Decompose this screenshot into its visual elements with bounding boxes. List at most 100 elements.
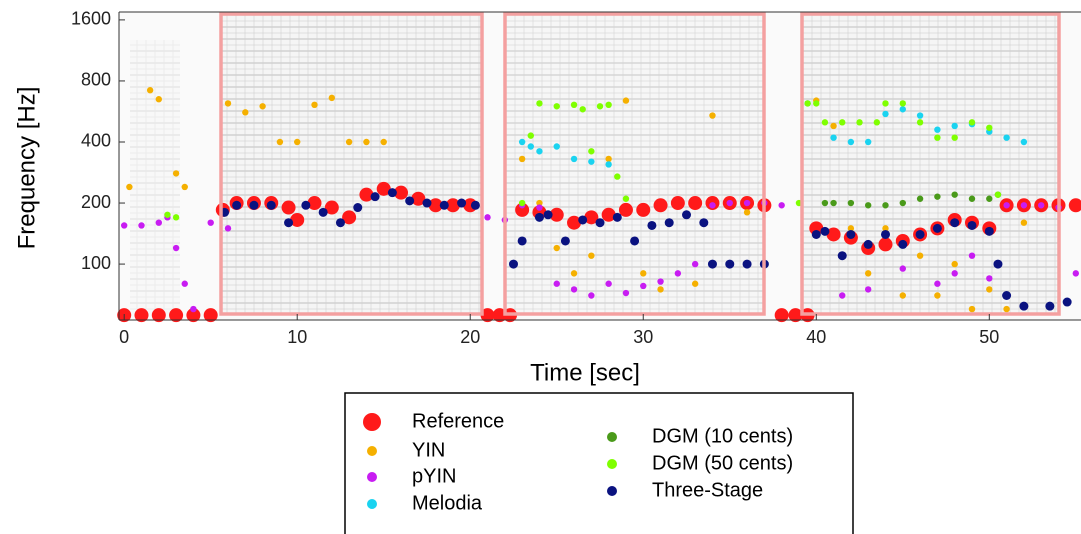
data-point (186, 308, 201, 323)
data-point (951, 122, 958, 130)
data-point (284, 218, 294, 228)
data-point (1020, 219, 1028, 226)
data-point (934, 126, 941, 133)
data-point (821, 199, 829, 207)
data-point (899, 292, 906, 299)
data-point (422, 198, 432, 208)
data-point (570, 286, 578, 293)
x-axis-title: Time [sec] (530, 359, 640, 386)
data-point (630, 236, 640, 246)
data-point (934, 292, 941, 299)
spectrogram-texture (130, 40, 180, 314)
data-point (536, 148, 543, 155)
data-point (699, 218, 709, 228)
data-point (1002, 290, 1012, 300)
data-point (484, 214, 491, 221)
data-point (480, 308, 495, 323)
data-point (618, 202, 633, 217)
legend-marker (607, 486, 617, 496)
data-point (916, 195, 924, 202)
data-point (670, 196, 685, 211)
data-point (864, 202, 872, 209)
data-point (405, 196, 415, 206)
data-point (518, 155, 526, 163)
data-point (1003, 134, 1010, 141)
data-point (579, 106, 586, 113)
data-point (847, 225, 855, 232)
data-point (986, 124, 993, 131)
data-point (536, 204, 543, 211)
data-point (126, 183, 133, 191)
spectrogram-texture (221, 14, 482, 314)
data-point (986, 275, 993, 282)
data-point (640, 282, 647, 290)
data-point (774, 308, 789, 323)
data-point (899, 199, 906, 207)
data-point (847, 199, 855, 207)
data-point (169, 308, 184, 323)
legend-marker (367, 499, 377, 509)
data-point (743, 199, 751, 207)
data-point (146, 87, 154, 94)
data-point (882, 202, 889, 209)
x-tick-label: 30 (633, 327, 653, 347)
data-point (1019, 301, 1029, 311)
data-point (934, 193, 941, 200)
data-point (584, 210, 599, 225)
data-point (470, 200, 480, 210)
data-point (120, 222, 128, 229)
data-point (151, 308, 166, 323)
data-point (622, 97, 630, 104)
data-point (335, 218, 345, 228)
legend-marker (367, 446, 377, 456)
data-point (605, 101, 612, 109)
data-point (1003, 202, 1010, 209)
data-point (709, 202, 716, 209)
data-point (353, 203, 363, 213)
data-point (837, 251, 847, 261)
data-point (553, 143, 560, 150)
data-point (691, 280, 699, 287)
data-point (370, 192, 380, 202)
data-point (266, 200, 276, 210)
data-point (527, 132, 534, 139)
highlight-boxes (219, 12, 1061, 316)
data-point (657, 278, 664, 285)
data-point (968, 305, 976, 313)
data-point (601, 207, 616, 222)
data-point (605, 280, 612, 287)
legend-marker (607, 432, 617, 442)
data-point (839, 292, 846, 299)
data-point (328, 94, 336, 102)
data-point (324, 200, 339, 215)
data-point (830, 134, 837, 141)
data-point (951, 134, 958, 141)
data-point (664, 218, 674, 228)
data-point (864, 286, 872, 293)
data-point (820, 226, 830, 236)
data-point (811, 229, 821, 239)
data-point (428, 198, 443, 213)
data-point (778, 202, 785, 209)
legend-label: DGM (50 cents) (652, 452, 793, 474)
data-point (536, 199, 543, 207)
data-point (518, 138, 526, 146)
legend-label: Reference (412, 410, 504, 432)
data-point (726, 199, 733, 207)
data-point (190, 305, 197, 313)
data-point (839, 119, 846, 126)
data-point (788, 308, 803, 323)
data-point (709, 112, 716, 119)
data-point (864, 138, 872, 146)
data-point (342, 210, 357, 225)
legend-entries: Reference YIN pYIN Melodia DGM (10 cents) DGM… (363, 410, 793, 514)
legend-label: pYIN (412, 465, 456, 487)
data-point (560, 236, 570, 246)
data-point (311, 101, 318, 109)
legend-marker (367, 472, 377, 482)
data-point (138, 222, 145, 229)
data-point (543, 210, 553, 220)
data-point (916, 119, 924, 126)
data-point (657, 286, 664, 293)
